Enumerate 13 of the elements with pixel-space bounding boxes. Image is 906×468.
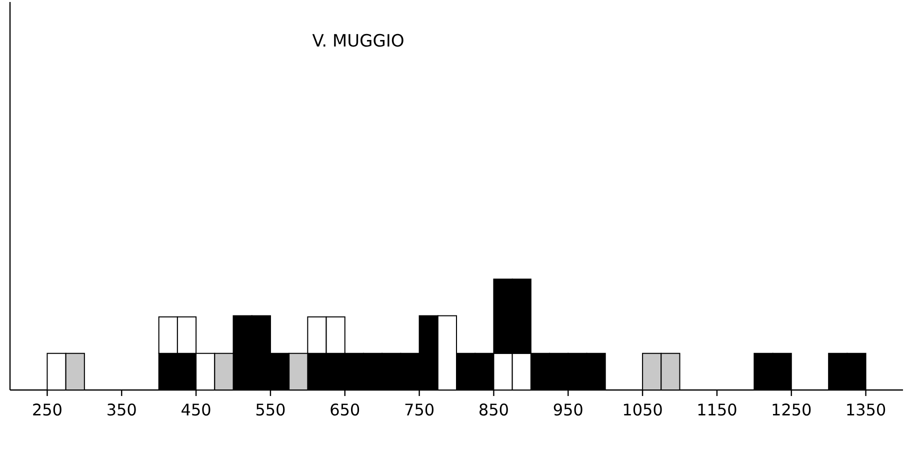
x-tick-label: 850: [480, 404, 508, 416]
x-tick-label: 1050: [624, 404, 662, 416]
x-tick-label: 450: [182, 404, 210, 416]
x-tick-label: 550: [256, 404, 285, 416]
x-tick-label: 1350: [847, 404, 886, 416]
x-tick-label: 250: [33, 404, 62, 416]
x-tick-label: 950: [554, 404, 582, 416]
x-tick-label: 750: [405, 404, 434, 416]
x-tick-label: 1150: [698, 404, 736, 416]
x-tick-label: 650: [330, 404, 360, 416]
x-tick-label: 350: [108, 404, 136, 416]
chart-title: V. MUGGIO: [312, 34, 404, 47]
x-tick-label: 1250: [772, 404, 811, 416]
